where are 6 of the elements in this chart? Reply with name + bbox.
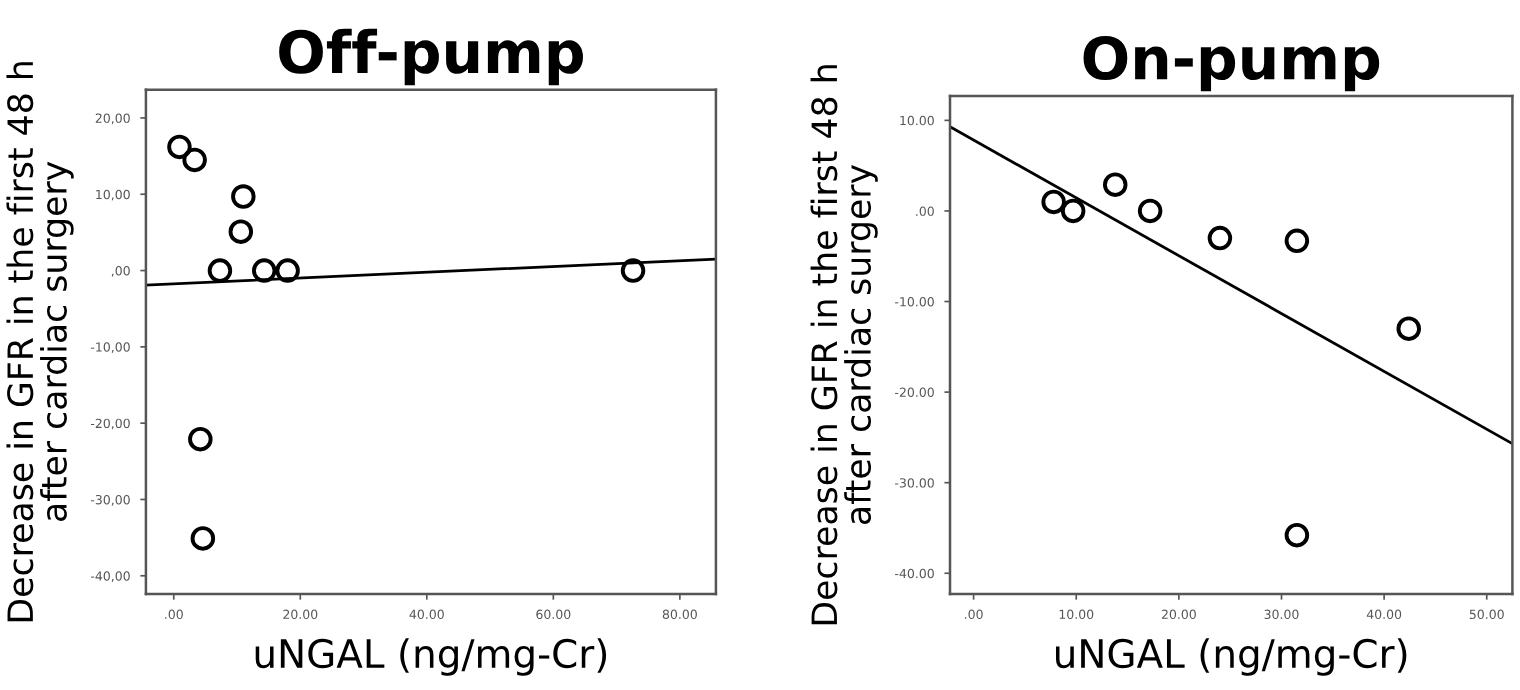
chart-title: On-pump [1083,35,1380,92]
y-axis-title: Decrease in GFR in the first 48 h after cardiac surgery [6,62,74,622]
y-axis-title: Decrease in GFR in the first 48 h after cardiac surgery [810,65,878,625]
chart-title: Off-pump [279,28,583,86]
x-axis-title: uNGAL (ng/mg-Cr) [1055,638,1407,676]
x-axis-title: uNGAL (ng/mg-Cr) [255,638,607,676]
